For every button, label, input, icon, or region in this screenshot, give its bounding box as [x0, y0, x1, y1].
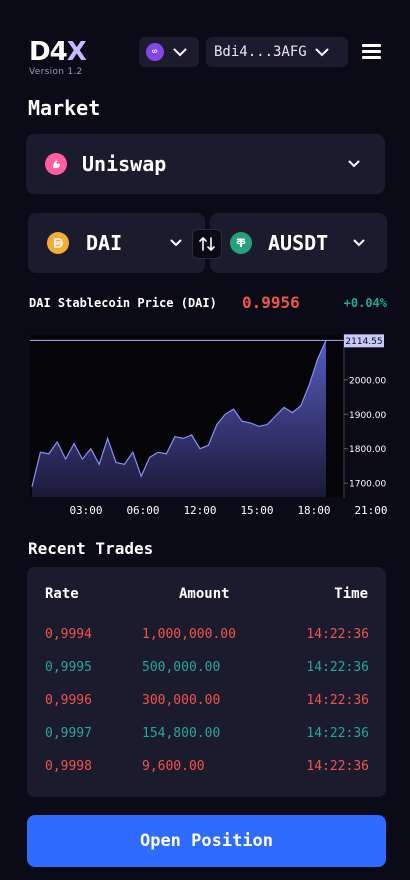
price-area [32, 340, 326, 497]
open-position-button[interactable]: Open Position [27, 815, 386, 867]
y-tick-label: 1900.00 [349, 411, 386, 421]
wallet-selector[interactable]: Bdi4...3AFG [206, 37, 348, 67]
network-selector[interactable] [139, 37, 199, 67]
trade-amount: 154,800.00 [142, 726, 221, 741]
uniswap-icon [45, 153, 67, 175]
from-token-selector[interactable]: DAI [28, 213, 205, 273]
trade-amount: 300,000.00 [142, 693, 221, 708]
trade-rate: 0,9996 [45, 693, 92, 708]
price-change: +0.04% [343, 296, 387, 310]
trade-time: 14:22:36 [306, 660, 369, 675]
to-token-selector[interactable]: AUSDT [210, 213, 387, 273]
dai-icon [47, 232, 69, 254]
current-price-label: 2114.55 [345, 337, 382, 347]
price-line [31, 340, 327, 487]
chevron-down-icon [170, 239, 182, 247]
trade-time: 14:22:36 [306, 693, 369, 708]
from-token-name: DAI [86, 231, 123, 255]
x-tick-label: 15:00 [240, 504, 273, 517]
trade-time: 14:22:36 [306, 726, 369, 741]
chevron-down-icon [315, 48, 329, 56]
app-header: D4X Version 1.2 Bdi4...3AFG [0, 0, 410, 90]
x-tick-label: 18:00 [297, 504, 330, 517]
to-token-name: AUSDT [268, 231, 329, 255]
column-header-amount: Amount [179, 586, 230, 602]
wallet-address: Bdi4...3AFG [214, 44, 307, 60]
x-tick-label: 03:00 [69, 504, 102, 517]
recent-trades-title: Recent Trades [28, 539, 154, 558]
column-header-rate: Rate [45, 586, 79, 602]
swap-tokens-button[interactable] [192, 229, 222, 259]
price-chart-svg: 1700.00 1800.00 1900.00 2000.00 03:00 06:00 1… [30, 334, 388, 517]
market-title: Market [28, 96, 101, 120]
chevron-down-icon [348, 160, 360, 168]
y-tick-label: 2000.00 [349, 376, 386, 386]
price-label: DAI Stablecoin Price (DAI) [29, 296, 217, 310]
tether-icon [230, 232, 252, 254]
trade-amount: 9,600.00 [142, 759, 205, 774]
x-tick-label: 06:00 [126, 504, 159, 517]
price-summary: DAI Stablecoin Price (DAI) 0.9956 +0.04% [29, 293, 389, 315]
price-chart[interactable]: 1700.00 1800.00 1900.00 2000.00 03:00 06:00 1… [26, 330, 388, 520]
current-price-badge [344, 334, 384, 348]
y-tick-label: 1700.00 [349, 480, 386, 490]
exchange-name: Uniswap [82, 152, 167, 176]
app-version: Version 1.2 [29, 67, 83, 77]
polygon-icon [146, 43, 164, 61]
trade-amount: 1,000,000.00 [142, 627, 236, 642]
trade-rate: 0,9995 [45, 660, 92, 675]
logo[interactable]: D4X Version 1.2 [29, 37, 87, 77]
x-tick-label: 12:00 [183, 504, 216, 517]
swap-arrows-icon [199, 237, 215, 251]
trade-rate: 0,9998 [45, 759, 92, 774]
y-tick-label: 1800.00 [349, 445, 386, 455]
trade-time: 14:22:36 [306, 627, 369, 642]
hamburger-menu-icon[interactable] [362, 44, 382, 60]
chevron-down-icon [353, 239, 365, 247]
trade-time: 14:22:36 [306, 759, 369, 774]
trade-rate: 0,9997 [45, 726, 92, 741]
trade-amount: 500,000.00 [142, 660, 221, 675]
chevron-down-icon [173, 48, 187, 56]
logo-wordmark: D4X [29, 37, 87, 67]
x-tick-label: 21:00 [354, 504, 387, 517]
column-header-time: Time [334, 586, 368, 602]
exchange-selector[interactable]: Uniswap [26, 134, 385, 194]
price-value: 0.9956 [242, 293, 300, 312]
trade-rate: 0,9994 [45, 627, 92, 642]
recent-trades-table: Rate Amount Time 0,9994 1,000,000.00 14:22… [27, 567, 386, 797]
